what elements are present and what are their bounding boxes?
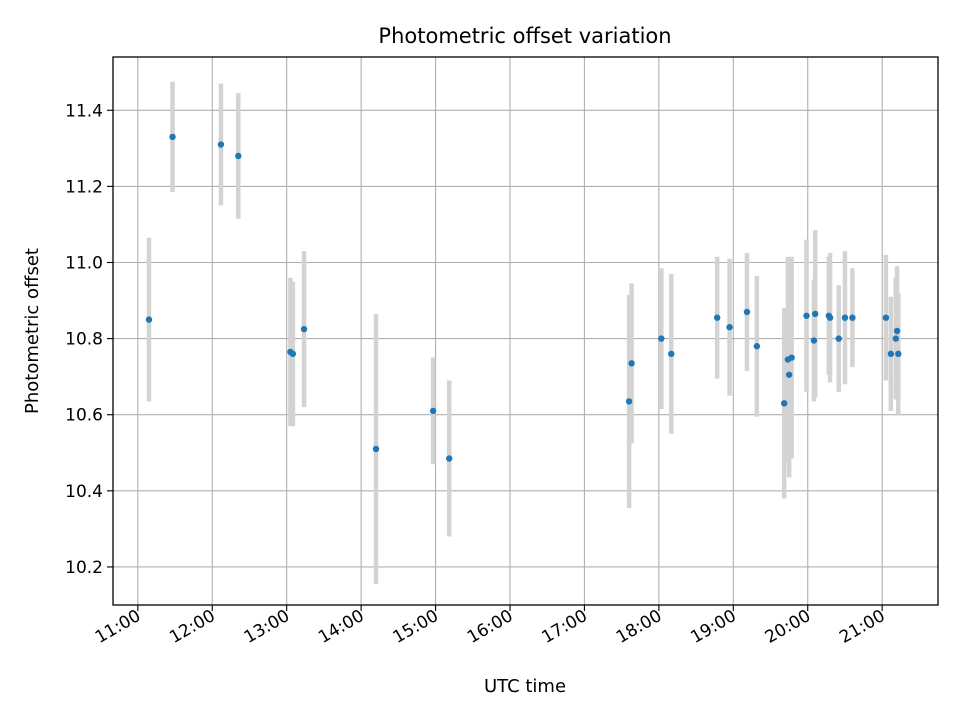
x-tick-label: 17:00 <box>538 606 590 648</box>
x-tick-label: 12:00 <box>166 606 218 648</box>
x-tick-label: 13:00 <box>241 606 293 648</box>
data-point <box>893 327 901 335</box>
x-axis-label: UTC time <box>484 676 566 697</box>
x-tick-label: 11:00 <box>92 606 144 648</box>
data-point <box>810 337 818 344</box>
data-point <box>446 455 453 462</box>
data-point <box>780 400 788 407</box>
y-axis-label: Photometric offset <box>22 248 43 414</box>
data-point <box>892 335 900 342</box>
data-point <box>841 314 849 321</box>
x-tick-label: 15:00 <box>390 606 442 648</box>
data-point <box>887 350 895 358</box>
x-tick-label: 20:00 <box>762 606 814 648</box>
data-point <box>882 314 890 321</box>
chart-title: Photometric offset variation <box>378 24 671 48</box>
data-point <box>668 350 675 358</box>
data-point <box>217 141 225 148</box>
data-point <box>658 335 665 342</box>
data-point <box>835 335 842 342</box>
data-point <box>713 314 721 321</box>
tick-layer: 11:00 12:00 13:00 14:00 15:00 16:00 17:00 18:00… <box>65 101 889 648</box>
y-tick-label: 10.6 <box>65 406 103 426</box>
y-tick-label: 10.4 <box>65 482 103 502</box>
data-point <box>625 398 633 405</box>
grid-layer <box>113 57 938 605</box>
data-point <box>811 310 819 318</box>
data-point <box>788 354 795 361</box>
data-point <box>743 308 751 316</box>
data-point <box>429 407 437 415</box>
x-tick-label: 18:00 <box>613 606 665 648</box>
data-point <box>145 316 153 323</box>
data-point <box>372 445 380 453</box>
x-tick-label: 19:00 <box>687 606 739 648</box>
x-tick-label: 21:00 <box>836 606 888 648</box>
y-tick-label: 10.2 <box>65 558 103 578</box>
data-point <box>300 325 308 333</box>
data-point <box>169 133 176 141</box>
data-point <box>785 371 793 378</box>
x-tick-label: 14:00 <box>315 606 367 648</box>
data-point-layer <box>145 133 902 462</box>
data-point <box>753 343 761 350</box>
error-bar-layer <box>146 81 901 585</box>
data-point <box>895 350 902 358</box>
y-tick-label: 11.0 <box>65 254 103 274</box>
data-point <box>826 314 834 321</box>
data-point <box>628 360 635 367</box>
plot-frame <box>112 56 939 606</box>
data-point <box>289 350 297 358</box>
y-tick-label: 11.4 <box>65 101 103 121</box>
data-point <box>849 314 856 321</box>
data-point <box>235 152 242 160</box>
y-tick-label: 10.8 <box>65 330 103 350</box>
data-point <box>726 323 733 331</box>
y-tick-label: 11.2 <box>65 177 103 197</box>
x-tick-label: 16:00 <box>464 606 516 648</box>
data-point <box>803 312 810 319</box>
